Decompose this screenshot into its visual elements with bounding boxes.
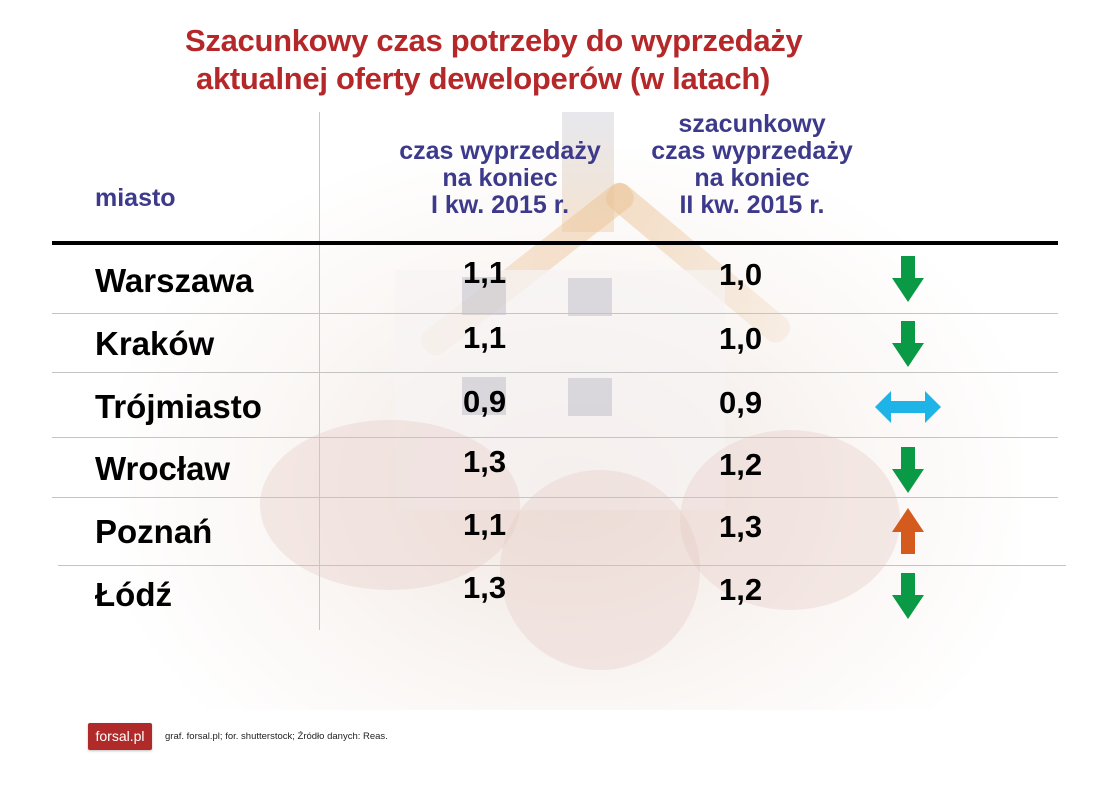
arrow-down-icon bbox=[892, 321, 924, 367]
value-q2: 0,9 bbox=[719, 385, 763, 420]
city-name: Warszawa bbox=[95, 262, 254, 299]
city-name: Kraków bbox=[95, 325, 215, 362]
title-line-2: aktualnej oferty deweloperów (w latach) bbox=[196, 61, 770, 96]
value-q2: 1,3 bbox=[719, 509, 763, 544]
row-divider bbox=[52, 437, 1058, 438]
value-q1: 1,1 bbox=[463, 320, 507, 355]
arrow-both-icon bbox=[875, 391, 941, 423]
row-divider bbox=[52, 313, 1058, 314]
value-q1: 1,1 bbox=[463, 255, 507, 290]
forsal-logo: forsal.pl bbox=[88, 723, 152, 750]
title-line-1: Szacunkowy czas potrzeby do wyprzedaży bbox=[185, 23, 803, 58]
city-name: Wrocław bbox=[95, 450, 231, 487]
value-q1: 0,9 bbox=[463, 384, 507, 419]
city-name: Poznań bbox=[95, 513, 213, 550]
city-name: Trójmiasto bbox=[95, 388, 262, 425]
header-q2: szacunkowy czas wyprzedaży na koniec II … bbox=[612, 111, 892, 219]
header-q1-line: na koniec bbox=[442, 164, 558, 192]
row-divider bbox=[52, 497, 1058, 498]
arrow-down-icon bbox=[892, 573, 924, 619]
header-q1: czas wyprzedaży na koniec I kw. 2015 r. bbox=[360, 138, 640, 219]
row-divider bbox=[58, 565, 1066, 566]
value-q2: 1,2 bbox=[719, 447, 763, 482]
city-name: Łódź bbox=[95, 576, 172, 613]
header-q1-line: I kw. 2015 r. bbox=[430, 191, 570, 219]
value-q1: 1,3 bbox=[463, 570, 507, 605]
value-q2: 1,0 bbox=[719, 257, 763, 292]
source-credits: graf. forsal.pl; for. shutterstock; Źród… bbox=[165, 731, 388, 742]
header-q2-line: na koniec bbox=[694, 164, 810, 192]
header-rule bbox=[52, 241, 1058, 245]
arrow-up-icon bbox=[892, 508, 924, 554]
header-q2-line: II kw. 2015 r. bbox=[679, 191, 825, 219]
arrow-down-icon bbox=[892, 447, 924, 493]
value-q1: 1,3 bbox=[463, 444, 507, 479]
header-q2-line: czas wyprzedaży bbox=[651, 137, 853, 165]
header-q1-line: czas wyprzedaży bbox=[399, 137, 601, 165]
value-q1: 1,1 bbox=[463, 507, 507, 542]
header-city: miasto bbox=[95, 184, 176, 212]
column-divider bbox=[319, 112, 320, 630]
header-q2-line: szacunkowy bbox=[678, 110, 826, 138]
row-divider bbox=[52, 372, 1058, 373]
value-q2: 1,0 bbox=[719, 321, 763, 356]
arrow-down-icon bbox=[892, 256, 924, 302]
value-q2: 1,2 bbox=[719, 572, 763, 607]
